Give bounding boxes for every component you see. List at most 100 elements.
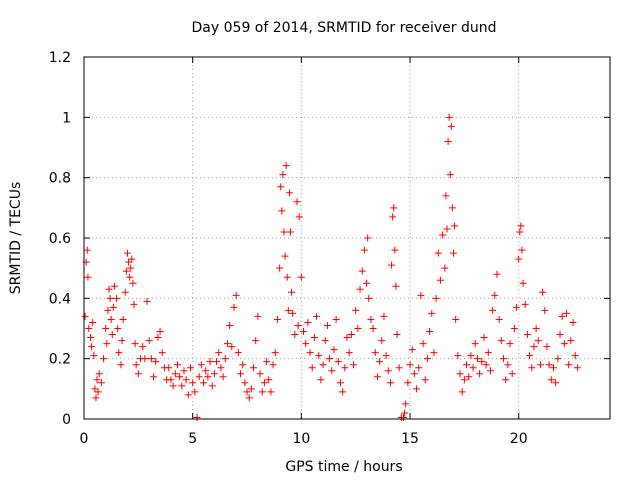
- data-point: [554, 355, 562, 363]
- data-point: [356, 285, 364, 293]
- data-point: [456, 370, 464, 378]
- data-point: [252, 337, 260, 345]
- x-tick-label: 10: [292, 431, 310, 447]
- data-point: [115, 349, 123, 357]
- data-point: [187, 364, 195, 372]
- data-point: [267, 388, 275, 396]
- data-point: [367, 315, 375, 323]
- data-point: [102, 325, 110, 332]
- data-point: [128, 255, 136, 263]
- data-point: [552, 379, 560, 387]
- data-point: [84, 273, 92, 281]
- data-point: [89, 318, 97, 326]
- tick-labels: 0 0.2 0.4 0.6 0.8 1 1.2 0 5 10 15 20: [49, 50, 528, 447]
- data-point: [332, 315, 340, 323]
- data-point: [569, 318, 577, 326]
- data-point: [341, 364, 349, 372]
- data-point: [444, 137, 452, 145]
- data-point: [395, 364, 403, 372]
- data-point: [167, 376, 175, 384]
- data-point: [281, 252, 289, 260]
- y-tick-label: 1: [62, 110, 71, 126]
- data-point: [450, 249, 458, 257]
- y-tick-label: 0.6: [49, 231, 71, 247]
- data-point: [508, 370, 516, 378]
- data-point: [92, 394, 100, 402]
- data-point: [245, 394, 253, 402]
- data-point: [108, 331, 116, 339]
- data-point: [330, 346, 338, 354]
- data-point: [443, 225, 451, 233]
- data-point: [489, 306, 497, 314]
- data-point: [404, 379, 412, 387]
- data-point: [482, 361, 490, 369]
- data-point: [304, 318, 312, 326]
- data-point: [234, 349, 242, 357]
- data-point: [95, 370, 103, 378]
- data-point: [263, 358, 271, 366]
- data-point: [230, 303, 238, 311]
- data-point: [549, 364, 557, 372]
- data-point: [293, 198, 301, 206]
- data-point: [413, 385, 421, 393]
- data-point: [428, 309, 436, 317]
- data-points: [81, 113, 581, 421]
- data-point: [178, 382, 186, 390]
- data-point: [360, 246, 368, 254]
- data-point: [369, 325, 377, 332]
- data-point: [421, 376, 429, 384]
- data-point: [228, 343, 236, 351]
- data-point: [289, 309, 297, 317]
- data-point: [302, 340, 310, 348]
- data-point: [123, 249, 131, 257]
- data-point: [254, 312, 262, 320]
- data-point: [114, 325, 122, 332]
- data-point: [109, 303, 117, 311]
- x-tick-label: 20: [510, 431, 528, 447]
- data-point: [195, 373, 203, 381]
- data-point: [504, 361, 512, 369]
- data-point: [345, 349, 353, 357]
- data-point: [467, 352, 475, 360]
- data-point: [510, 325, 518, 332]
- data-point: [386, 379, 394, 387]
- data-point: [560, 340, 568, 348]
- data-point: [103, 340, 111, 348]
- data-point: [317, 376, 325, 384]
- data-point: [432, 294, 440, 302]
- data-point: [310, 334, 318, 342]
- data-point: [306, 349, 314, 357]
- data-point: [119, 315, 127, 323]
- data-point: [484, 349, 492, 357]
- data-point: [402, 400, 410, 408]
- data-point: [410, 370, 418, 378]
- data-point: [88, 343, 96, 351]
- data-point: [169, 382, 177, 390]
- data-point: [518, 246, 526, 254]
- data-point: [536, 361, 544, 369]
- data-point: [328, 367, 336, 375]
- data-point: [558, 312, 566, 320]
- data-point: [471, 340, 479, 348]
- data-point: [221, 355, 229, 363]
- data-point: [417, 291, 425, 299]
- data-point: [476, 370, 484, 378]
- x-tick-label: 5: [188, 431, 197, 447]
- data-point: [371, 349, 379, 357]
- data-point: [454, 352, 462, 360]
- data-point: [334, 358, 342, 366]
- data-point: [408, 346, 416, 354]
- data-point: [256, 370, 264, 378]
- data-point: [81, 312, 89, 320]
- data-point: [158, 349, 166, 357]
- data-point: [197, 361, 205, 369]
- data-point: [277, 183, 285, 191]
- data-point: [376, 358, 384, 366]
- data-point: [493, 270, 501, 278]
- data-point: [463, 361, 471, 369]
- data-point: [534, 337, 542, 345]
- data-point: [189, 379, 197, 387]
- data-point: [85, 325, 93, 332]
- data-point: [545, 361, 553, 369]
- data-point: [294, 321, 302, 329]
